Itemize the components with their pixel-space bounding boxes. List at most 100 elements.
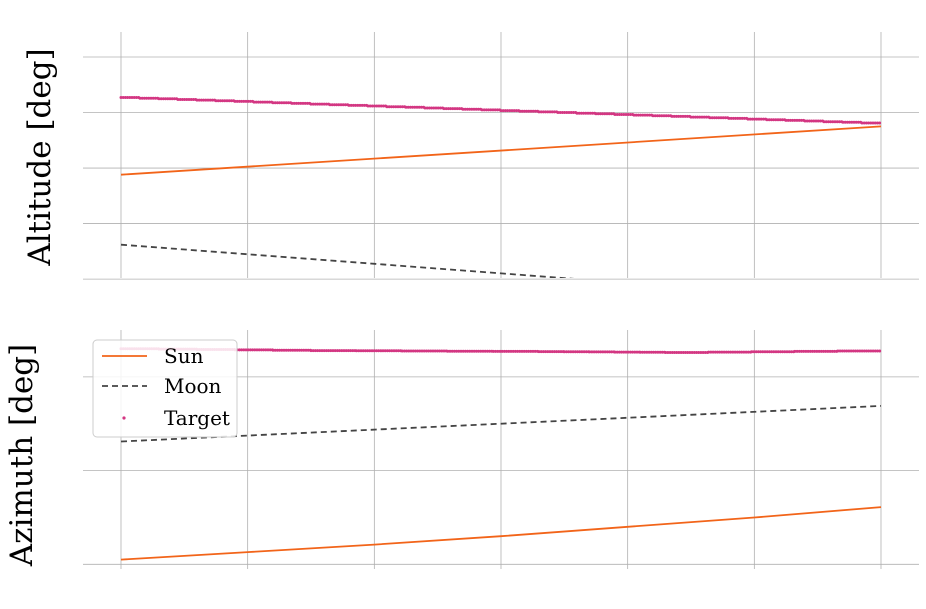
- target-marker: [164, 97, 168, 101]
- target-marker: [320, 102, 324, 106]
- target-marker: [873, 121, 877, 125]
- target-marker: [442, 349, 446, 353]
- target-marker: [444, 107, 448, 111]
- target-marker: [712, 116, 716, 120]
- target-marker: [557, 350, 561, 354]
- target-marker: [305, 101, 309, 105]
- target-marker: [293, 348, 297, 352]
- target-marker: [833, 120, 837, 124]
- legend-moon-label: Moon: [164, 374, 222, 398]
- target-marker: [567, 111, 571, 114]
- target-marker: [324, 102, 328, 106]
- target-marker: [733, 350, 737, 354]
- target-marker: [284, 101, 288, 105]
- target-marker: [837, 120, 841, 124]
- target-marker: [255, 348, 259, 352]
- target-marker: [466, 349, 470, 353]
- target-marker: [282, 348, 286, 352]
- target-marker: [446, 107, 450, 111]
- target-marker: [368, 349, 372, 353]
- target-marker: [533, 109, 537, 113]
- target-marker: [474, 107, 478, 111]
- target-marker: [742, 350, 746, 354]
- target-marker: [461, 349, 465, 353]
- target-marker: [507, 349, 511, 353]
- target-marker: [818, 119, 822, 123]
- target-marker: [683, 114, 687, 118]
- target-marker: [442, 107, 446, 111]
- target-marker: [335, 349, 339, 353]
- target-marker: [603, 350, 607, 354]
- target-marker: [253, 348, 257, 352]
- target-marker: [346, 349, 350, 353]
- target-marker: [481, 349, 485, 353]
- target-marker: [275, 101, 279, 105]
- target-marker: [797, 118, 801, 122]
- target-marker: [666, 351, 670, 354]
- target-marker: [761, 117, 765, 121]
- target-marker: [170, 97, 174, 101]
- target-marker: [565, 350, 568, 354]
- target-marker: [571, 350, 575, 354]
- target-marker: [180, 98, 184, 101]
- sun-line: [120, 506, 882, 561]
- target-marker: [354, 103, 358, 107]
- target-marker: [142, 96, 146, 100]
- target-marker: [608, 350, 611, 354]
- target-marker: [560, 111, 564, 114]
- target-marker: [394, 105, 398, 109]
- target-marker: [690, 351, 694, 354]
- target-marker: [465, 107, 469, 111]
- target-marker: [736, 116, 740, 120]
- target-marker: [610, 350, 614, 354]
- target-marker: [599, 350, 603, 354]
- target-marker: [695, 351, 698, 354]
- target-marker: [470, 349, 474, 353]
- target-marker: [278, 101, 282, 105]
- altitude-grid: [83, 32, 919, 280]
- target-marker: [731, 116, 735, 120]
- target-marker: [411, 105, 415, 109]
- target-marker: [372, 349, 376, 353]
- target-marker: [440, 349, 444, 353]
- target-marker: [838, 349, 842, 353]
- target-marker: [366, 349, 370, 353]
- target-marker: [670, 114, 674, 118]
- target-marker: [413, 105, 417, 109]
- target-marker: [738, 116, 742, 120]
- target-marker: [537, 110, 541, 114]
- target-marker: [647, 113, 651, 117]
- target-marker: [869, 121, 873, 125]
- target-marker: [495, 108, 499, 112]
- target-marker: [814, 119, 818, 123]
- target-marker: [555, 350, 559, 354]
- target-marker: [867, 121, 871, 125]
- target-marker: [597, 350, 600, 354]
- target-marker: [854, 120, 858, 124]
- target-marker: [684, 351, 687, 354]
- target-marker: [811, 349, 814, 353]
- target-marker: [729, 116, 733, 120]
- target-marker: [679, 351, 683, 354]
- target-marker: [341, 103, 345, 107]
- target-marker: [470, 107, 474, 111]
- target-marker: [218, 99, 222, 103]
- target-marker: [709, 350, 713, 354]
- target-marker: [571, 111, 575, 114]
- target-marker: [569, 350, 573, 354]
- target-marker: [711, 350, 715, 354]
- target-marker: [767, 350, 771, 354]
- target-marker: [830, 349, 834, 353]
- target-marker: [603, 112, 607, 116]
- target-marker: [613, 350, 617, 354]
- altitude-series: [119, 96, 882, 278]
- target-marker: [366, 104, 370, 108]
- target-marker: [698, 115, 702, 119]
- target-marker: [772, 350, 776, 354]
- target-marker: [552, 350, 556, 354]
- target-marker: [275, 348, 279, 352]
- target-marker: [499, 109, 503, 113]
- target-marker: [666, 114, 670, 118]
- target-marker: [402, 349, 406, 353]
- target-marker: [638, 350, 642, 354]
